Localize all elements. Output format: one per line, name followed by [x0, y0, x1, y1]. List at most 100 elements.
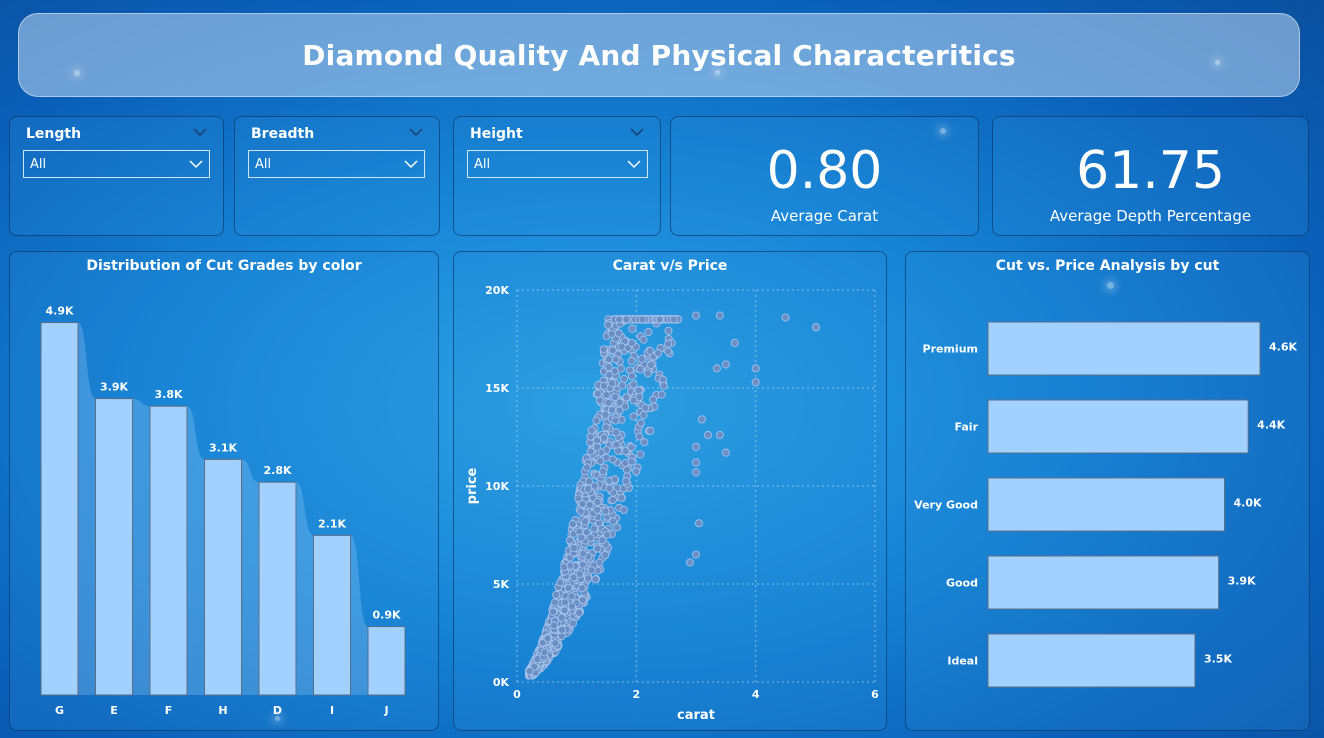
scatter-point	[632, 467, 641, 476]
y-tick-label: 10K	[485, 480, 509, 493]
data-label: 3.8K	[154, 388, 182, 401]
scatter-point	[569, 619, 578, 628]
scatter-point	[604, 398, 613, 407]
kpi-value: 61.75	[1076, 141, 1225, 201]
scatter-point	[614, 329, 623, 338]
scatter-point	[691, 458, 700, 467]
scatter-point	[601, 507, 610, 516]
scatter-point	[590, 524, 599, 533]
data-label: 4.6K	[1269, 341, 1297, 354]
data-label: 4.0K	[1234, 497, 1262, 510]
bar-I	[313, 534, 351, 696]
chart-title: Distribution of Cut Grades by color	[86, 258, 362, 274]
scatter-point	[601, 551, 610, 560]
scatter-point	[715, 431, 724, 440]
scatter-point	[646, 346, 655, 355]
scatter-plot: 0K 5K 10K 15K 20K 0 2 4 6 carat price	[465, 284, 879, 723]
scatter-point	[622, 315, 631, 324]
scatter-point	[525, 667, 534, 676]
y-tick-label: Premium	[923, 343, 978, 356]
scatter-point	[627, 443, 636, 452]
chevron-down-icon[interactable]	[630, 127, 644, 137]
scatter-point	[703, 431, 712, 440]
scatter-point	[715, 311, 724, 320]
bar-G	[40, 322, 79, 696]
scatter-point	[585, 500, 594, 509]
scatter-point	[565, 536, 574, 545]
bar-F	[149, 405, 188, 696]
slicer-title-breadth: Breadth	[251, 126, 315, 142]
scatter-point	[639, 335, 648, 344]
scatter-point	[691, 311, 700, 320]
x-tick-label: F	[165, 704, 173, 717]
breadth-dropdown[interactable]: All	[248, 150, 425, 178]
scatter-point	[636, 365, 645, 374]
kpi-label: Average Carat	[770, 207, 879, 225]
scatter-point	[582, 528, 591, 537]
scatter-point	[628, 372, 637, 381]
chart-title: Cut vs. Price Analysis by cut	[995, 258, 1220, 274]
scatter-point	[608, 495, 617, 504]
length-dropdown-value: All	[30, 157, 47, 172]
scatter-point	[721, 360, 730, 369]
horizontal-bar-chart: Premium 4.6K Fair 4.4K Very Good 4.0K Good 3.9K…	[914, 321, 1297, 688]
scatter-point	[654, 349, 663, 358]
scatter-point	[629, 380, 638, 389]
bar-chart: 4.9K G 3.9K E 3.8K F 3.1K H 2.8K D 2.1K I 0.9K J	[40, 305, 406, 717]
chevron-down-icon[interactable]	[409, 127, 423, 137]
scatter-point	[598, 536, 607, 545]
chevron-down-icon[interactable]	[193, 127, 207, 137]
data-label: 2.1K	[318, 517, 346, 530]
scatter-point	[611, 393, 620, 402]
bar-H	[204, 458, 242, 696]
scatter-point	[649, 395, 658, 404]
scatter-point	[607, 330, 616, 339]
scatter-point	[608, 455, 617, 464]
scatter-point	[587, 566, 596, 575]
length-dropdown[interactable]: All	[23, 150, 210, 178]
scatter-point	[560, 606, 569, 615]
bar-ideal	[987, 633, 1196, 688]
carat-vs-price-chart: Carat v/s Price 0K 5K 10K 15K 20K 0 2 4 6 carat pr…	[453, 251, 887, 731]
scatter-point	[550, 621, 559, 630]
scatter-point	[543, 634, 552, 643]
x-tick-label: E	[110, 704, 118, 717]
scatter-point	[615, 315, 624, 324]
scatter-point	[599, 381, 608, 390]
scatter-point	[636, 450, 645, 459]
scatter-point	[557, 625, 566, 634]
scatter-point	[567, 602, 576, 611]
scatter-point	[557, 613, 566, 622]
y-axis-label: price	[465, 467, 480, 504]
x-tick-label: 0	[513, 688, 521, 701]
scatter-point	[564, 583, 573, 592]
x-tick-label: J	[383, 704, 388, 717]
scatter-point	[611, 355, 620, 364]
scatter-point	[635, 432, 644, 441]
scatter-point	[608, 405, 617, 414]
slicer-title-length: Length	[26, 126, 82, 142]
scatter-point	[605, 370, 614, 379]
scatter-point	[629, 412, 638, 421]
height-dropdown[interactable]: All	[467, 150, 648, 178]
bar-fair	[987, 399, 1249, 454]
scatter-point	[540, 648, 549, 657]
length-slicer: Length All	[9, 116, 224, 236]
scatter-point	[560, 563, 569, 572]
scatter-point	[575, 570, 584, 579]
scatter-point	[781, 313, 790, 322]
data-label: 2.8K	[263, 464, 291, 477]
breadth-slicer: Breadth All	[234, 116, 440, 236]
scatter-point	[560, 598, 569, 607]
data-label: 3.1K	[209, 441, 237, 454]
x-axis-label: carat	[677, 708, 715, 723]
scatter-point	[686, 558, 695, 567]
scatter-point	[604, 320, 613, 329]
bar-E	[95, 398, 133, 696]
scatter-point	[608, 346, 617, 355]
scatter-point	[615, 398, 624, 407]
scatter-point	[577, 584, 586, 593]
scatter-point	[599, 467, 608, 476]
x-tick-label: G	[55, 704, 64, 717]
scatter-point	[641, 403, 650, 412]
